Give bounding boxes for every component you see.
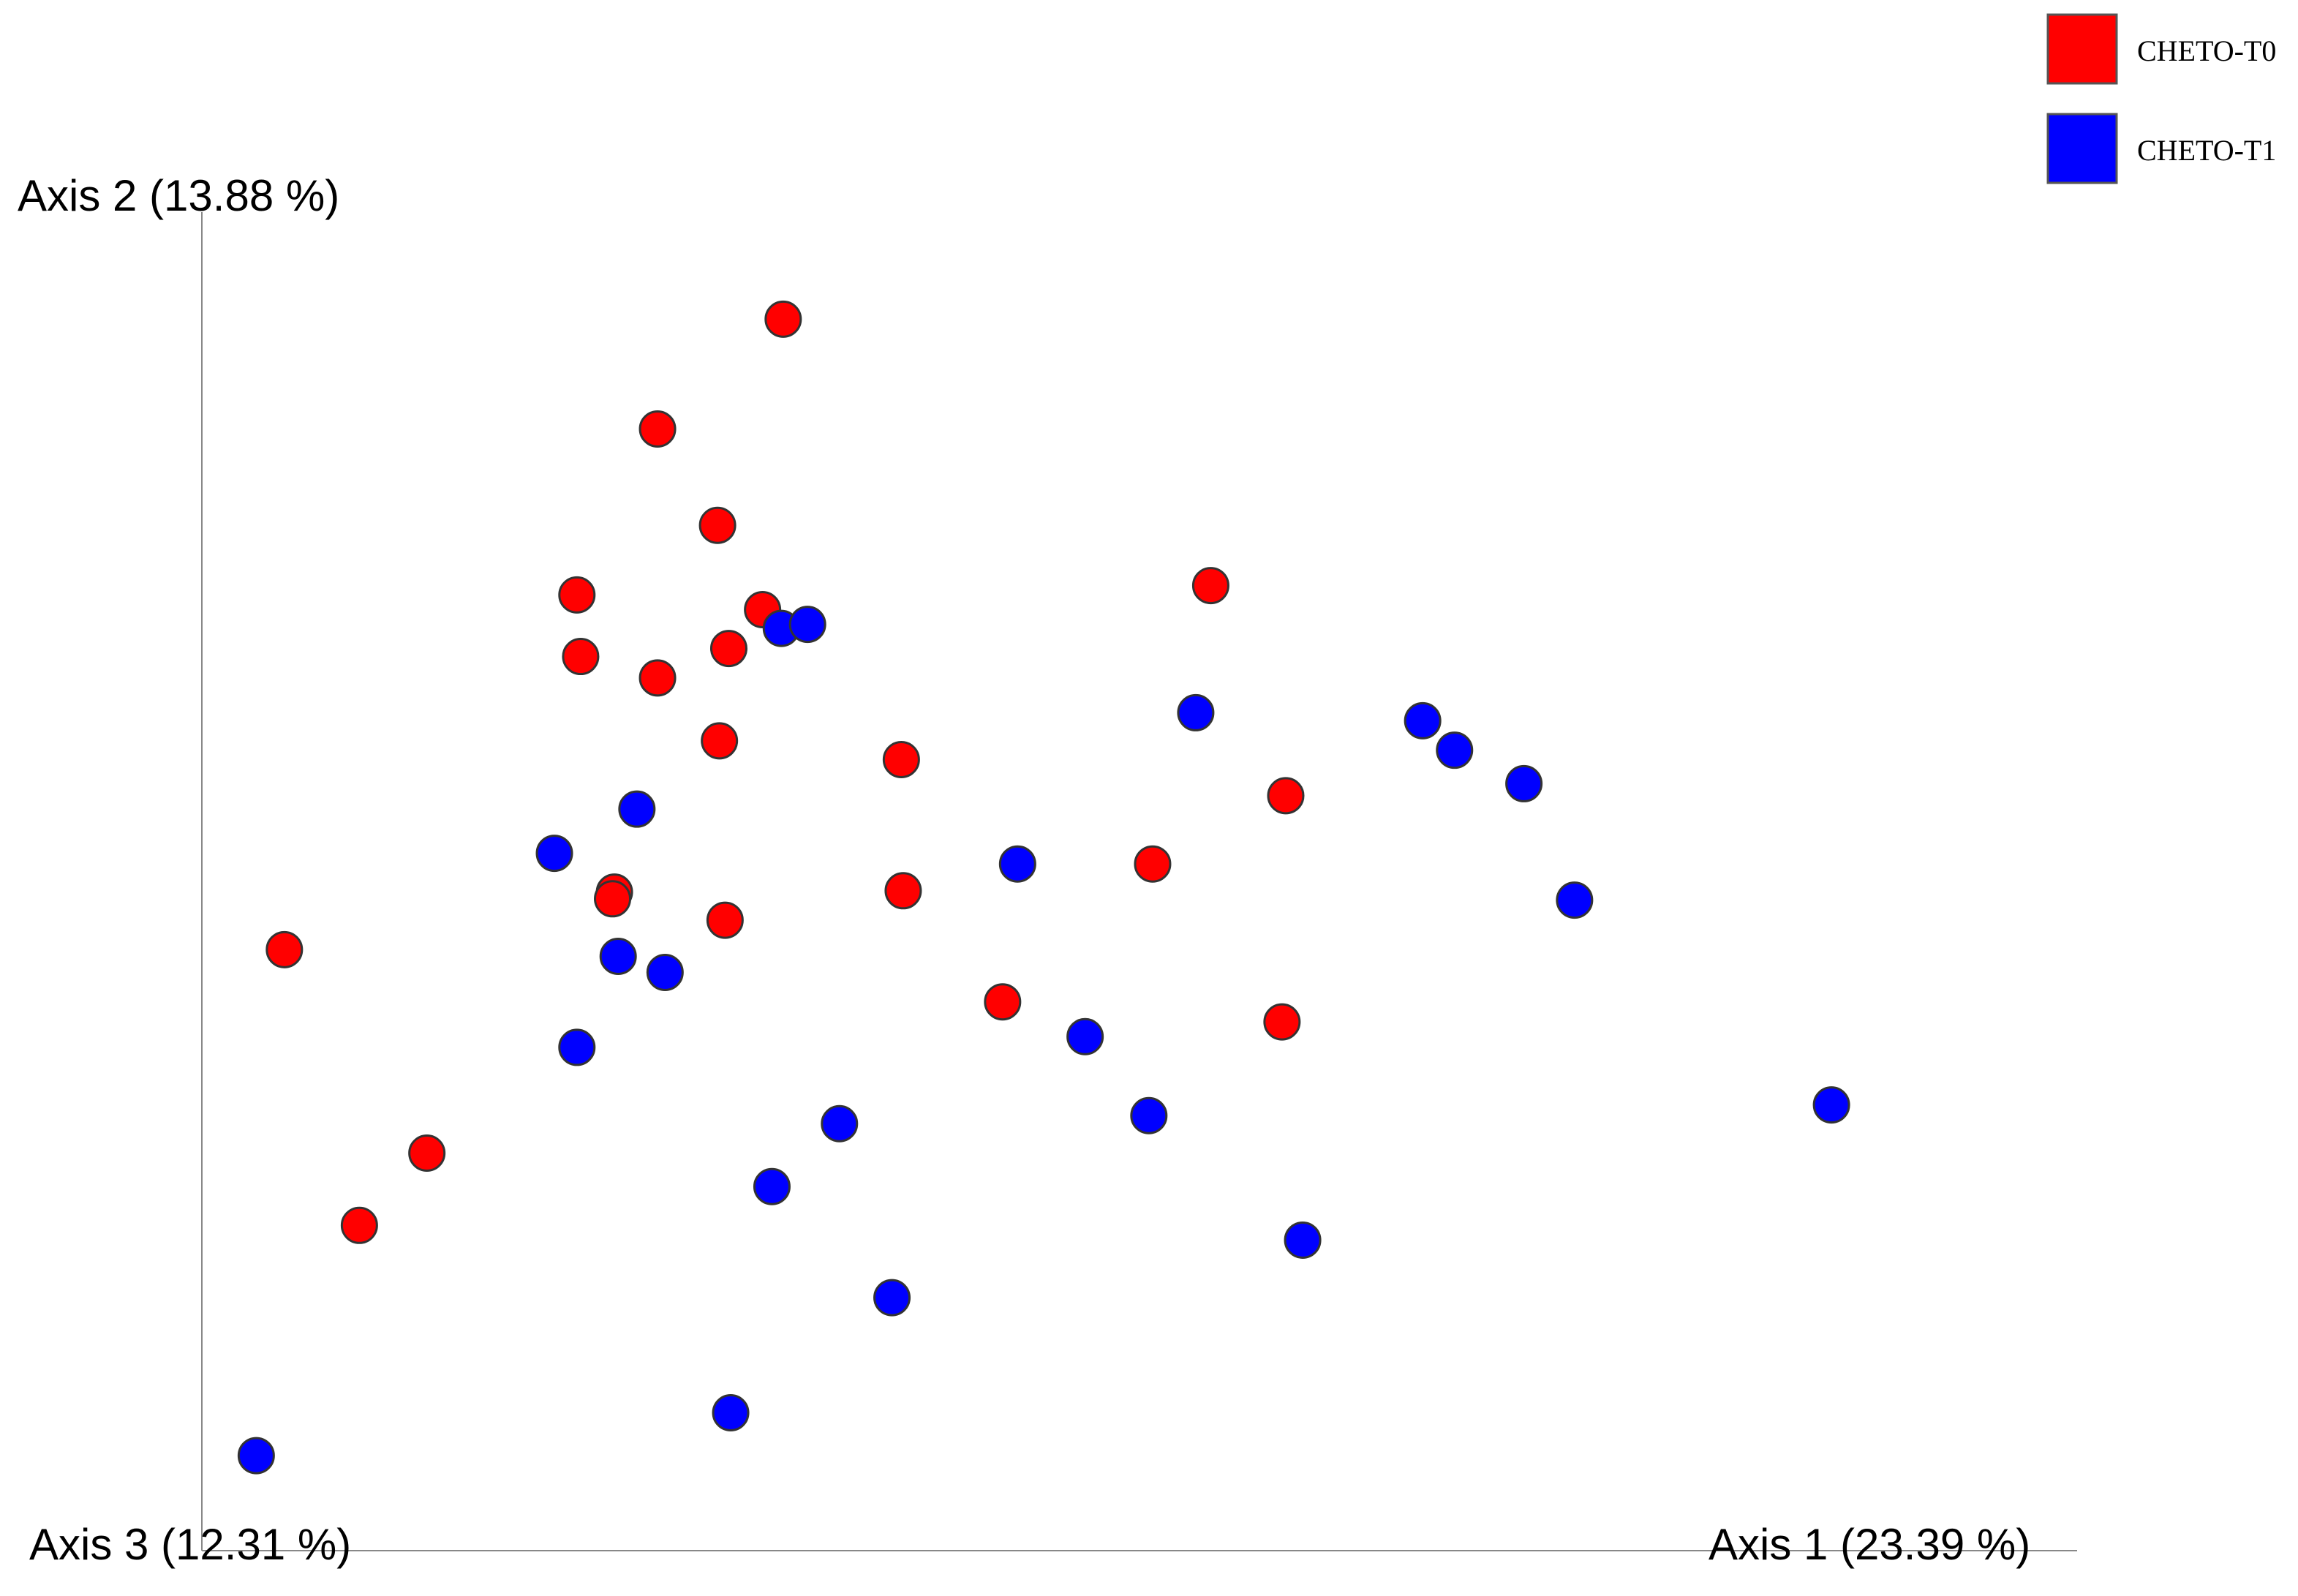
point	[884, 872, 922, 910]
point	[984, 983, 1022, 1021]
point	[709, 630, 747, 668]
point	[701, 722, 739, 760]
point	[265, 930, 304, 968]
point	[753, 1167, 791, 1205]
z-axis-label: Axis 3 (12.31 %)	[29, 1520, 351, 1569]
point	[558, 1028, 596, 1066]
point	[599, 937, 637, 975]
point	[712, 1394, 750, 1432]
point	[618, 790, 656, 828]
x-axis-label: Axis 1 (23.39 %)	[1709, 1520, 2030, 1569]
point	[1134, 845, 1172, 883]
point	[764, 300, 802, 338]
legend-label: CHETO-T1	[2137, 134, 2276, 167]
point	[882, 740, 920, 778]
point	[1066, 1017, 1104, 1055]
y-axis-label: Axis 2 (13.88 %)	[18, 171, 339, 220]
point	[698, 506, 737, 544]
point	[562, 638, 600, 676]
point	[873, 1279, 911, 1317]
legend-label: CHETO-T0	[2137, 34, 2276, 67]
point	[788, 606, 826, 644]
point	[408, 1134, 446, 1172]
point	[1284, 1221, 1322, 1259]
point	[594, 880, 632, 918]
point	[1812, 1086, 1850, 1124]
point	[638, 659, 677, 697]
point	[1505, 764, 1543, 802]
legend-swatch	[2046, 113, 2118, 184]
point	[1267, 777, 1305, 815]
legend-swatch	[2046, 13, 2118, 85]
point	[1263, 1003, 1301, 1041]
point	[646, 953, 684, 991]
point	[706, 901, 744, 939]
point	[1130, 1096, 1168, 1134]
point	[998, 845, 1036, 883]
point	[1556, 881, 1594, 919]
point	[535, 835, 573, 873]
point	[821, 1104, 859, 1143]
point	[1436, 731, 1474, 769]
point	[558, 576, 596, 614]
point	[340, 1206, 378, 1244]
point	[1404, 701, 1442, 739]
point	[237, 1437, 275, 1475]
point	[1177, 693, 1215, 731]
point	[638, 410, 677, 448]
point	[1191, 567, 1229, 605]
